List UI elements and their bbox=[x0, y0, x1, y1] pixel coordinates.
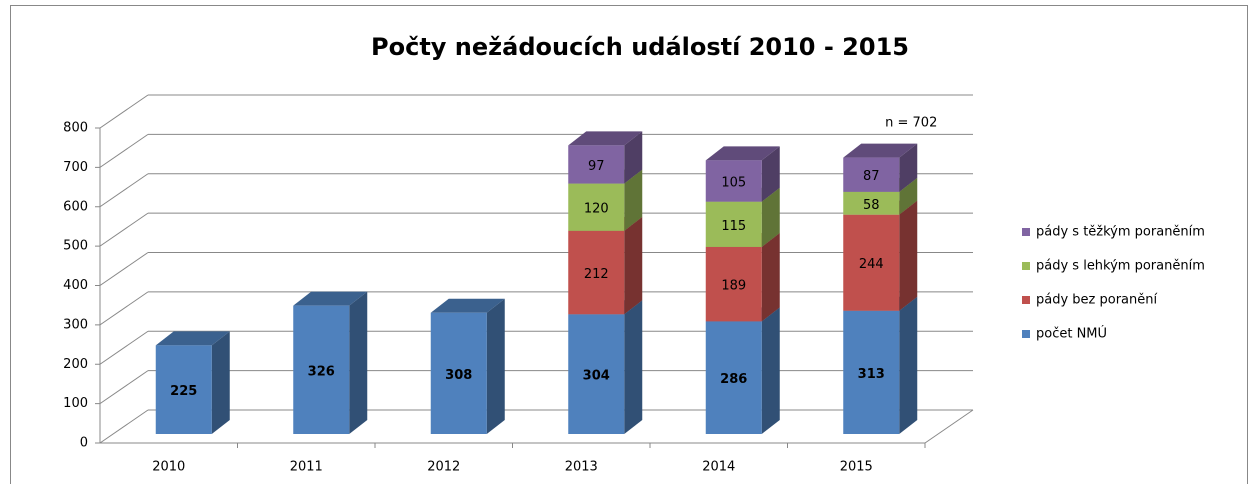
value-label: 120 bbox=[584, 202, 609, 217]
bar-top bbox=[843, 143, 918, 158]
y-tick-label: 300 bbox=[63, 317, 88, 332]
grid-line bbox=[99, 291, 149, 326]
value-label: 313 bbox=[858, 367, 885, 382]
y-tick-label: 200 bbox=[63, 357, 88, 372]
bar-top bbox=[155, 331, 230, 346]
bar-side bbox=[761, 307, 780, 434]
y-tick-label: 700 bbox=[63, 160, 88, 175]
bar bbox=[568, 183, 625, 231]
bar-side bbox=[899, 177, 918, 215]
grid-line bbox=[99, 330, 149, 365]
bar-side bbox=[486, 298, 505, 434]
bar-side bbox=[899, 143, 918, 192]
y-tick-label: 500 bbox=[63, 239, 88, 254]
x-tick-label: 2011 bbox=[290, 460, 323, 475]
value-label: 105 bbox=[721, 176, 746, 191]
grid-line bbox=[99, 94, 149, 129]
y-tick-label: 0 bbox=[80, 436, 88, 451]
bar bbox=[843, 157, 900, 192]
x-tick-label: 2013 bbox=[565, 460, 598, 475]
grid-line bbox=[99, 252, 149, 286]
bar-side bbox=[349, 291, 368, 434]
bar-top bbox=[293, 291, 368, 306]
bar-side bbox=[899, 200, 918, 311]
y-tick-label: 600 bbox=[63, 199, 88, 214]
bar-top bbox=[705, 146, 780, 161]
bar bbox=[843, 191, 900, 215]
value-label: 87 bbox=[863, 169, 880, 184]
y-tick-label: 400 bbox=[63, 278, 88, 293]
annotation: n = 702 bbox=[885, 116, 937, 131]
bar bbox=[293, 305, 350, 434]
y-tick-label: 100 bbox=[63, 396, 88, 411]
value-label: 225 bbox=[170, 384, 197, 399]
value-label: 286 bbox=[720, 372, 747, 387]
legend-swatch bbox=[1022, 228, 1030, 236]
bar bbox=[430, 312, 487, 434]
bar bbox=[568, 230, 625, 315]
bar bbox=[155, 345, 212, 434]
value-label: 58 bbox=[863, 198, 880, 213]
bar-top bbox=[568, 131, 643, 146]
bar-side bbox=[624, 169, 643, 231]
bar-side bbox=[624, 216, 643, 315]
bar-side bbox=[761, 146, 780, 202]
grid-line bbox=[99, 409, 149, 444]
bar-side bbox=[761, 187, 780, 247]
bar-side bbox=[211, 331, 230, 434]
value-label: 244 bbox=[859, 257, 884, 272]
legend-label: pády s lehkým poraněním bbox=[1036, 259, 1205, 274]
value-label: 326 bbox=[308, 364, 335, 379]
value-label: 97 bbox=[588, 159, 605, 174]
value-label: 308 bbox=[445, 368, 472, 383]
legend-label: pády bez poranění bbox=[1036, 293, 1157, 308]
x-tick-label: 2012 bbox=[427, 460, 460, 475]
value-label: 212 bbox=[584, 267, 609, 282]
grid-line bbox=[99, 133, 149, 168]
value-label: 115 bbox=[721, 219, 746, 234]
grid-line bbox=[99, 212, 149, 247]
bar-side bbox=[624, 131, 643, 184]
grid-line bbox=[99, 173, 149, 208]
legend-swatch bbox=[1022, 262, 1030, 270]
legend-label: počet NMÚ bbox=[1036, 326, 1107, 342]
value-label: 304 bbox=[583, 369, 610, 384]
bar bbox=[705, 321, 762, 434]
y-tick-label: 800 bbox=[63, 121, 88, 136]
bar bbox=[843, 310, 900, 434]
bar-side bbox=[761, 232, 780, 322]
bar bbox=[843, 214, 900, 311]
bar bbox=[705, 201, 762, 247]
bar bbox=[568, 145, 625, 184]
x-tick-label: 2014 bbox=[702, 460, 735, 475]
floor-right bbox=[924, 409, 974, 444]
bar bbox=[568, 314, 625, 434]
x-tick-label: 2015 bbox=[840, 460, 873, 475]
value-label: 189 bbox=[721, 279, 746, 294]
chart-title: Počty nežádoucích událostí 2010 - 2015 bbox=[371, 33, 909, 61]
bar-side bbox=[899, 296, 918, 434]
grid-line bbox=[99, 370, 149, 405]
bar-top bbox=[430, 298, 505, 313]
x-tick-label: 2010 bbox=[152, 460, 185, 475]
bar-side bbox=[624, 300, 643, 434]
legend-swatch bbox=[1022, 330, 1030, 338]
legend-label: pády s těžkým poraněním bbox=[1036, 225, 1205, 240]
bar bbox=[705, 246, 762, 322]
legend-swatch bbox=[1022, 296, 1030, 304]
bar bbox=[705, 160, 762, 202]
